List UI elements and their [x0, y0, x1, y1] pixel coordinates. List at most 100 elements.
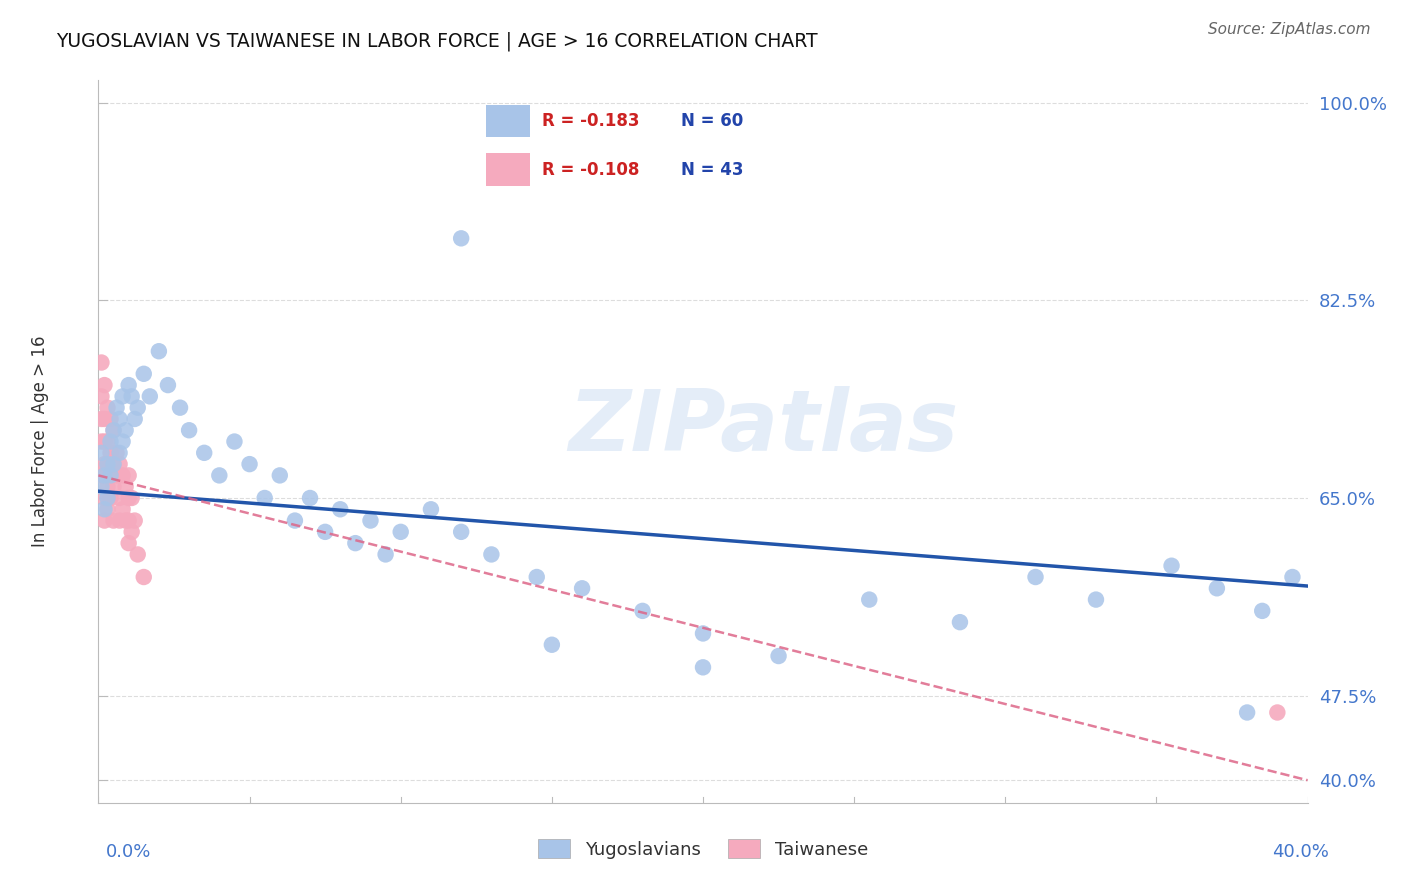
Point [360, 514, 382, 528]
Point [389, 524, 412, 539]
Point [179, 423, 201, 437]
Text: YUGOSLAVIAN VS TAIWANESE IN LABOR FORCE | AGE > 16 CORRELATION CHART: YUGOSLAVIAN VS TAIWANESE IN LABOR FORCE … [56, 31, 818, 51]
Point [93, 457, 115, 471]
Point [858, 592, 880, 607]
Point [208, 468, 231, 483]
Point [100, 412, 122, 426]
Point [103, 423, 125, 437]
Point [96, 457, 118, 471]
Point [121, 524, 143, 539]
Point [1206, 582, 1229, 596]
Point [118, 536, 141, 550]
Point [90, 446, 112, 460]
Point [540, 638, 562, 652]
Point [132, 570, 155, 584]
Point [253, 491, 276, 505]
Point [420, 502, 443, 516]
Point [118, 468, 141, 483]
Point [344, 536, 367, 550]
Point [692, 626, 714, 640]
Point [93, 491, 115, 505]
Point [108, 412, 131, 426]
Point [314, 524, 336, 539]
Point [96, 434, 118, 449]
Point [90, 412, 112, 426]
Point [284, 514, 307, 528]
Point [121, 389, 143, 403]
Point [450, 524, 472, 539]
Point [299, 491, 322, 505]
Point [108, 514, 131, 528]
Point [111, 502, 134, 516]
Point [193, 446, 215, 460]
Point [127, 548, 149, 562]
Point [103, 457, 125, 471]
Point [103, 480, 125, 494]
Point [374, 548, 396, 562]
Point [571, 582, 593, 596]
Point [768, 648, 790, 663]
Point [329, 502, 352, 516]
Legend: Yugoslavians, Taiwanese: Yugoslavians, Taiwanese [530, 832, 876, 866]
Point [114, 514, 136, 528]
Point [118, 491, 141, 505]
Point [90, 355, 112, 369]
Point [93, 514, 115, 528]
Point [93, 502, 115, 516]
Point [105, 401, 128, 415]
Point [111, 468, 134, 483]
Point [93, 434, 115, 449]
Point [103, 457, 125, 471]
Point [1251, 604, 1274, 618]
Point [118, 378, 141, 392]
Point [224, 434, 246, 449]
Point [239, 457, 262, 471]
Point [93, 412, 115, 426]
Point [949, 615, 972, 629]
Point [96, 401, 118, 415]
Point [269, 468, 291, 483]
Point [96, 502, 118, 516]
Point [1236, 706, 1258, 720]
Point [169, 401, 191, 415]
Point [1160, 558, 1182, 573]
Point [100, 446, 122, 460]
Point [96, 480, 118, 494]
Point [100, 491, 122, 505]
Point [108, 491, 131, 505]
Point [96, 457, 118, 471]
Point [526, 570, 548, 584]
Point [105, 468, 128, 483]
Point [114, 480, 136, 494]
Point [1267, 706, 1289, 720]
Point [121, 491, 143, 505]
Point [96, 491, 118, 505]
Point [108, 457, 131, 471]
Text: Source: ZipAtlas.com: Source: ZipAtlas.com [1208, 22, 1371, 37]
Point [90, 389, 112, 403]
Point [1085, 592, 1108, 607]
Point [631, 604, 654, 618]
Point [100, 468, 122, 483]
Point [111, 389, 134, 403]
Point [103, 514, 125, 528]
Point [692, 660, 714, 674]
Point [118, 514, 141, 528]
Text: In Labor Force | Age > 16: In Labor Force | Age > 16 [31, 335, 49, 548]
Point [93, 378, 115, 392]
Point [450, 231, 472, 245]
Point [100, 468, 122, 483]
Point [132, 367, 155, 381]
Point [481, 548, 503, 562]
Text: 0.0%: 0.0% [105, 843, 150, 861]
Point [156, 378, 179, 392]
Point [105, 446, 128, 460]
Point [124, 412, 146, 426]
Point [148, 344, 170, 359]
Point [127, 401, 149, 415]
Text: 40.0%: 40.0% [1272, 843, 1329, 861]
Point [90, 434, 112, 449]
Point [139, 389, 162, 403]
Point [90, 480, 112, 494]
Point [114, 423, 136, 437]
